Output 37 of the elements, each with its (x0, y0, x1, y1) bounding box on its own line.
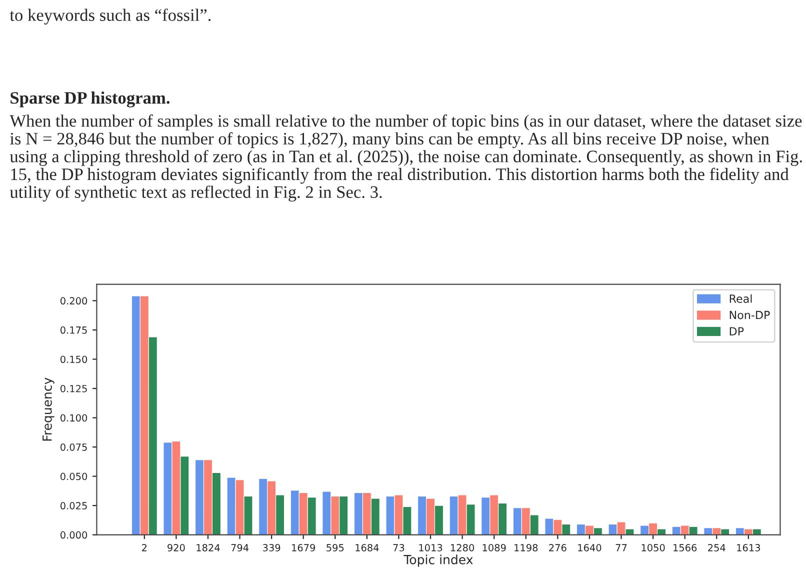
y-axis-title: Frequency (42, 378, 54, 441)
x-tick-label: 276 (549, 544, 566, 552)
x-tick-label: 920 (168, 544, 185, 552)
x-tick-label: 1679 (292, 544, 316, 552)
x-tick-label: 1198 (514, 544, 538, 552)
x-tick-label: 1050 (642, 544, 665, 552)
x-tick-label: 1013 (419, 544, 442, 552)
y-tick-label: 0.050 (60, 472, 88, 480)
y-tick-label: 0.175 (60, 326, 87, 334)
y-tick-label: 0.025 (60, 502, 87, 510)
text: When the number of samples is small relative to the number of topic bins (as in our dataset, where the dataset size is N = 28,846 but the number of topics is 1,827), many bins can be empty. As all bins receive DP noise, when using a clipping threshold of zero (as in Tan et al. (2025)), the noise can dominate. Consequently, as shown in Fig. 15, the DP histogram deviates significantly from the real distribution. This distortion harms both the fidelity and utility of synthetic text as reflected in Fig. 2 in Sec. 3. (10, 114, 802, 202)
text: to keywords such as “fossil”. (10, 8, 211, 25)
y-tick-label: 0.125 (60, 384, 87, 392)
x-tick-label: 1089 (482, 544, 506, 552)
x-tick-label: 1613 (737, 544, 760, 552)
x-tick-label: 1640 (578, 544, 602, 552)
legend-label: DP (730, 327, 744, 336)
x-tick-label: 595 (326, 544, 344, 552)
x-tick-label: 77 (616, 544, 627, 552)
x-axis-title: Topic index (404, 554, 473, 567)
x-tick-label: 1684 (356, 544, 379, 552)
x-tick-label: 339 (263, 544, 280, 552)
x-tick-label: 73 (393, 544, 404, 552)
x-tick-label: 1280 (451, 544, 474, 552)
x-tick-label: 794 (231, 544, 249, 552)
y-tick-label: 0.200 (60, 297, 88, 305)
y-tick-label: 0.150 (60, 356, 88, 364)
y-tick-label: 0.100 (60, 414, 88, 422)
legend-label: Real (730, 294, 752, 303)
x-tick-label: 254 (708, 544, 726, 552)
text: Sparse DP histogram. (10, 92, 170, 108)
y-tick-label: 0.075 (60, 443, 87, 451)
x-tick-label: 1566 (674, 544, 697, 552)
x-tick-label: 1824 (196, 544, 220, 552)
y-tick-label: 0.000 (60, 531, 88, 539)
legend-label: Non-DP (730, 310, 770, 320)
x-tick-label: 2 (142, 544, 147, 552)
